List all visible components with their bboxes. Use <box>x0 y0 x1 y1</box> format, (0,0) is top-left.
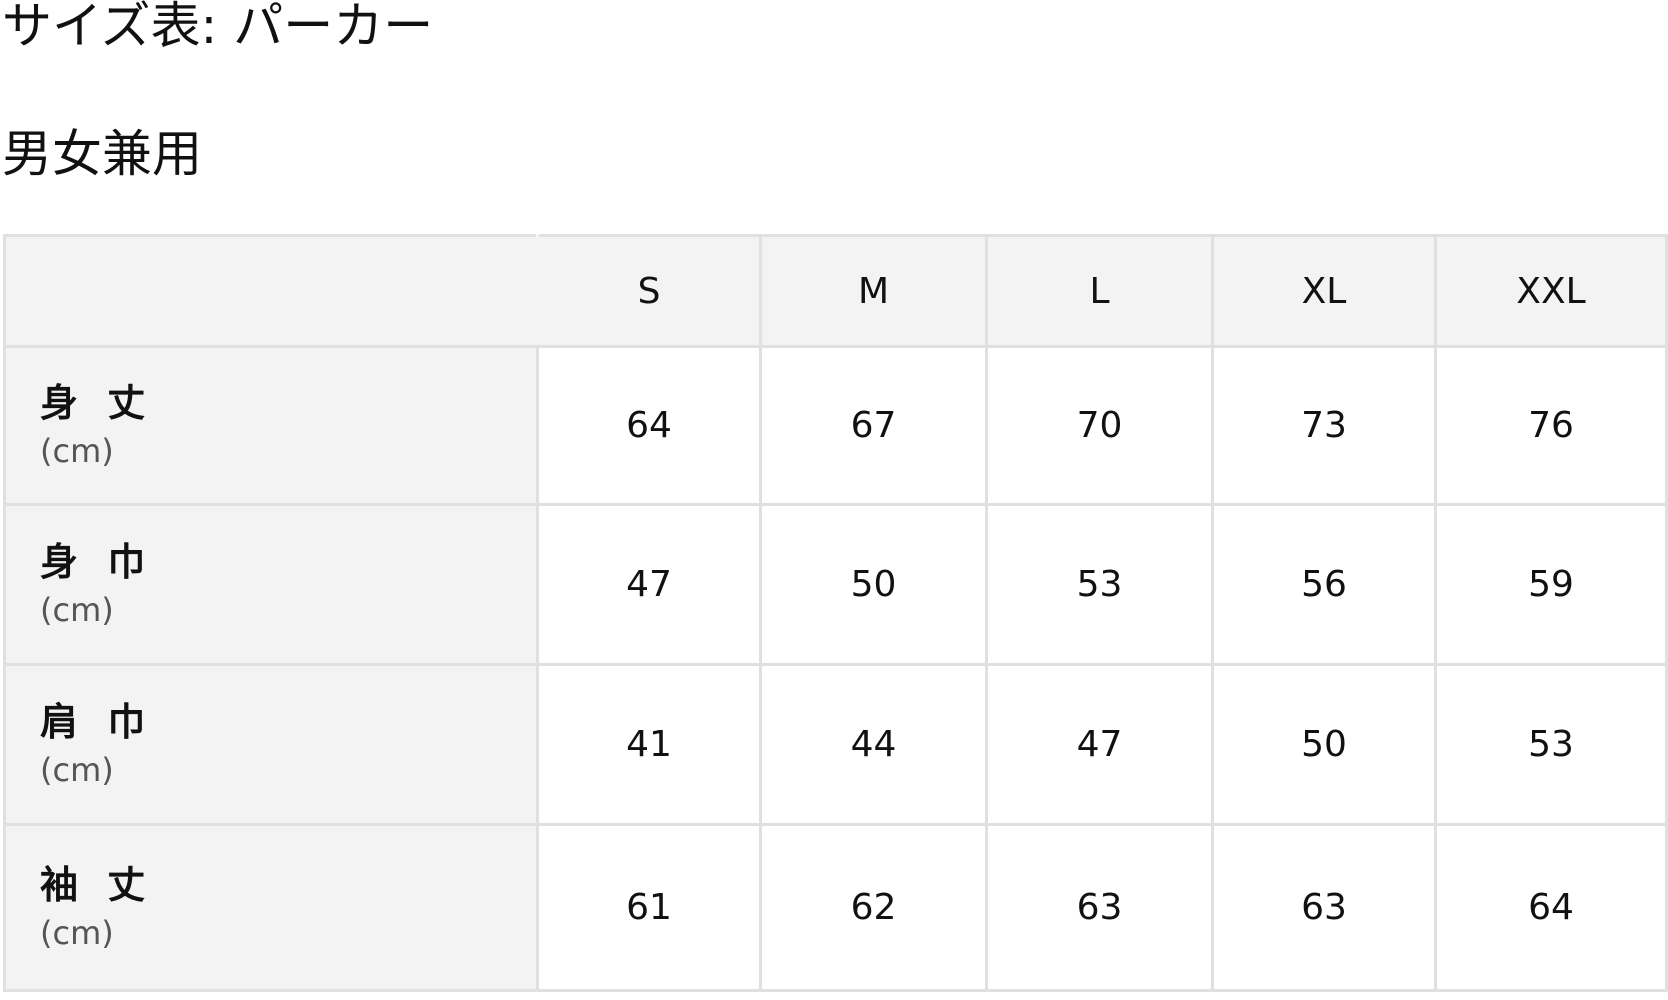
row-unit: (cm) <box>40 590 114 629</box>
table-cell: 59 <box>1434 503 1668 666</box>
table-cell: 64 <box>536 345 762 506</box>
size-table: S M L XL XXL 身 丈 (cm) 64 67 70 73 76 身 巾 (… <box>3 234 1668 992</box>
row-label-text: 袖 丈 <box>40 862 154 907</box>
row-label-text: 身 丈 <box>40 380 154 425</box>
table-cell: 73 <box>1211 345 1437 506</box>
row-unit: (cm) <box>40 750 114 789</box>
table-cell: 50 <box>1211 663 1437 826</box>
row-label: 肩 巾 (cm) <box>3 663 539 826</box>
header-size: XL <box>1211 234 1437 348</box>
subtitle: 男女兼用 <box>2 125 202 183</box>
row-label: 身 巾 (cm) <box>3 503 539 666</box>
table-cell: 67 <box>759 345 988 506</box>
table-cell: 53 <box>985 503 1214 666</box>
header-empty <box>3 234 539 348</box>
table-row: 身 丈 (cm) 64 67 70 73 76 <box>3 345 1668 506</box>
table-cell: 76 <box>1434 345 1668 506</box>
table-cell: 47 <box>985 663 1214 826</box>
row-label-text: 肩 巾 <box>40 699 154 744</box>
page-title: サイズ表: パーカー <box>2 0 434 55</box>
header-size: S <box>536 234 762 348</box>
table-cell: 70 <box>985 345 1214 506</box>
table-row: 肩 巾 (cm) 41 44 47 50 53 <box>3 663 1668 826</box>
row-label-text: 身 巾 <box>40 539 154 584</box>
table-cell: 63 <box>1211 823 1437 992</box>
table-row: 袖 丈 (cm) 61 62 63 63 64 <box>3 823 1668 992</box>
table-cell: 44 <box>759 663 988 826</box>
table-cell: 41 <box>536 663 762 826</box>
row-label: 袖 丈 (cm) <box>3 823 539 992</box>
table-cell: 62 <box>759 823 988 992</box>
row-label: 身 丈 (cm) <box>3 345 539 506</box>
header-size: L <box>985 234 1214 348</box>
table-cell: 50 <box>759 503 988 666</box>
row-unit: (cm) <box>40 431 114 470</box>
table-cell: 56 <box>1211 503 1437 666</box>
table-cell: 61 <box>536 823 762 992</box>
table-cell: 63 <box>985 823 1214 992</box>
row-unit: (cm) <box>40 913 114 952</box>
table-row: 身 巾 (cm) 47 50 53 56 59 <box>3 503 1668 666</box>
header-size: XXL <box>1434 234 1668 348</box>
header-size: M <box>759 234 988 348</box>
header-row: S M L XL XXL <box>3 234 1668 348</box>
table-cell: 64 <box>1434 823 1668 992</box>
table-cell: 47 <box>536 503 762 666</box>
table-cell: 53 <box>1434 663 1668 826</box>
